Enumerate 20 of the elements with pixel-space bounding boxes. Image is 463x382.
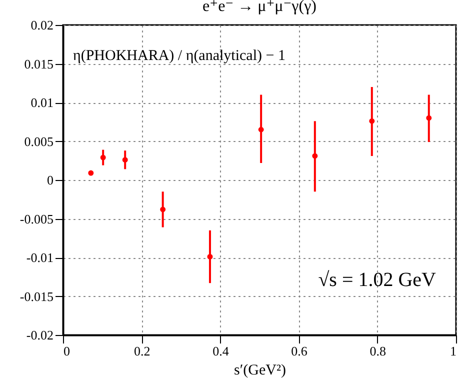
x-tick-label: 0: [64, 344, 70, 358]
y-tick-label: -0.015: [20, 288, 54, 304]
annotation: √s = 1.02 GeV: [318, 269, 437, 291]
point: [88, 170, 94, 176]
chart-title: e⁺e⁻ → μ⁺μ⁻γ(γ): [202, 0, 316, 15]
y-tick-label: -0.02: [26, 328, 54, 342]
x-tick-label: 0.8: [370, 344, 386, 358]
y-tick-label: 0.015: [24, 56, 54, 72]
x-tick-label: 0.4: [212, 344, 230, 358]
y-tick-label: 0.005: [24, 134, 54, 149]
y-tick-label: -0.01: [26, 250, 54, 265]
x-tick-label: 0.6: [291, 344, 308, 358]
x-axis-title: s′(GeV²): [234, 362, 286, 378]
x-tick-label: 0.2: [134, 344, 150, 358]
y-tick-label: 0.02: [30, 18, 54, 32]
y-tick-label: 0: [47, 172, 54, 188]
annotation: η(PHOKHARA) / η(analytical) − 1: [73, 48, 286, 64]
y-tick-label: 0.01: [30, 95, 54, 110]
x-tick-label: 1: [450, 344, 456, 358]
y-tick-label: -0.005: [20, 211, 54, 226]
